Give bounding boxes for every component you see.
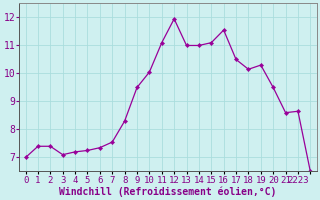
X-axis label: Windchill (Refroidissement éolien,°C): Windchill (Refroidissement éolien,°C) xyxy=(59,186,277,197)
